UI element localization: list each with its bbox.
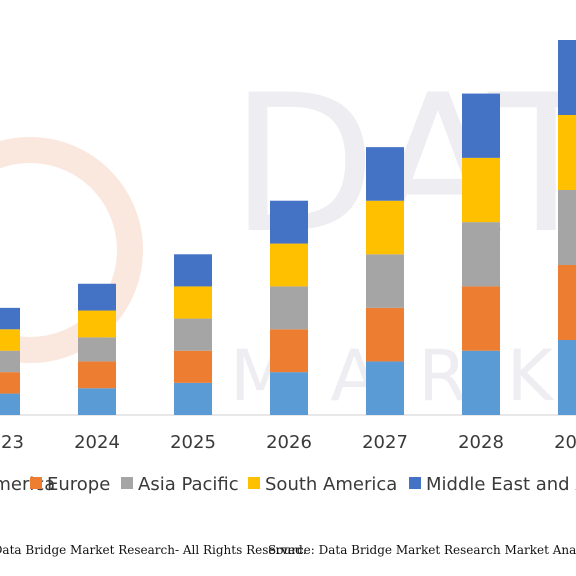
bar-segment-2025-4 — [174, 254, 212, 287]
bars — [0, 40, 576, 415]
bar-segment-2028-4 — [462, 93, 500, 158]
legend-label: South America — [265, 474, 397, 495]
bar-segment-2026-0 — [270, 372, 308, 415]
x-tick-label: 2024 — [74, 432, 120, 453]
x-tick-label: 2023 — [0, 432, 24, 453]
bar-segment-2026-1 — [270, 329, 308, 373]
x-tick-labels: 2023 2024 2025 2026 2027 2028 2029 — [0, 432, 576, 453]
bar-segment-2027-4 — [366, 147, 404, 201]
bar-segment-2025-1 — [174, 350, 212, 383]
bar-segment-2029-1 — [558, 265, 576, 340]
bar-segment-2025-3 — [174, 286, 212, 319]
x-tick-label: 2028 — [458, 432, 504, 453]
bar-segment-2026-3 — [270, 243, 308, 287]
legend-label: Asia Pacific — [138, 474, 239, 495]
copyright-text: © Data Bridge Market Research- All Right… — [0, 543, 307, 557]
legend-label: Middle East and Africa — [426, 474, 576, 495]
legend-swatch — [121, 477, 133, 489]
bar-segment-2024-1 — [78, 361, 116, 389]
bar-segment-2026-4 — [270, 200, 308, 244]
bar-segment-2024-4 — [78, 283, 116, 311]
watermark-logo — [0, 137, 143, 363]
bar-segment-2028-3 — [462, 157, 500, 223]
bar-segment-2028-2 — [462, 222, 500, 287]
x-tick-label: 2029 — [554, 432, 576, 453]
x-tick-label: 2027 — [362, 432, 408, 453]
legend-label: Europe — [47, 474, 110, 495]
x-tick-label: 2025 — [170, 432, 216, 453]
bar-segment-2023-3 — [0, 329, 20, 351]
bar-segment-2023-4 — [0, 307, 20, 330]
bar-segment-2029-3 — [558, 115, 576, 190]
bar-segment-2025-2 — [174, 318, 212, 351]
bar-segment-2027-2 — [366, 254, 404, 308]
bar-segment-2027-1 — [366, 307, 404, 362]
legend-swatch — [409, 477, 421, 489]
source-text: Source: Data Bridge Market Research Mark… — [268, 543, 576, 557]
bar-segment-2024-2 — [78, 337, 116, 362]
bar-segment-2024-0 — [78, 388, 116, 415]
bar-segment-2027-0 — [366, 361, 404, 415]
bar-segment-2024-3 — [78, 310, 116, 338]
bar-segment-2023-1 — [0, 372, 20, 394]
bar-segment-2025-0 — [174, 382, 212, 415]
bar-segment-2028-1 — [462, 286, 500, 351]
bar-segment-2028-0 — [462, 350, 500, 415]
legend-swatch — [30, 477, 42, 489]
bar-segment-2029-4 — [558, 40, 576, 115]
bar-segment-2023-0 — [0, 393, 20, 415]
bar-segment-2029-2 — [558, 190, 576, 265]
bar-segment-2026-2 — [270, 286, 308, 330]
x-tick-label: 2026 — [266, 432, 312, 453]
bar-segment-2023-2 — [0, 350, 20, 373]
bar-segment-2029-0 — [558, 340, 576, 415]
legend-swatch — [248, 477, 260, 489]
bar-segment-2027-3 — [366, 200, 404, 255]
